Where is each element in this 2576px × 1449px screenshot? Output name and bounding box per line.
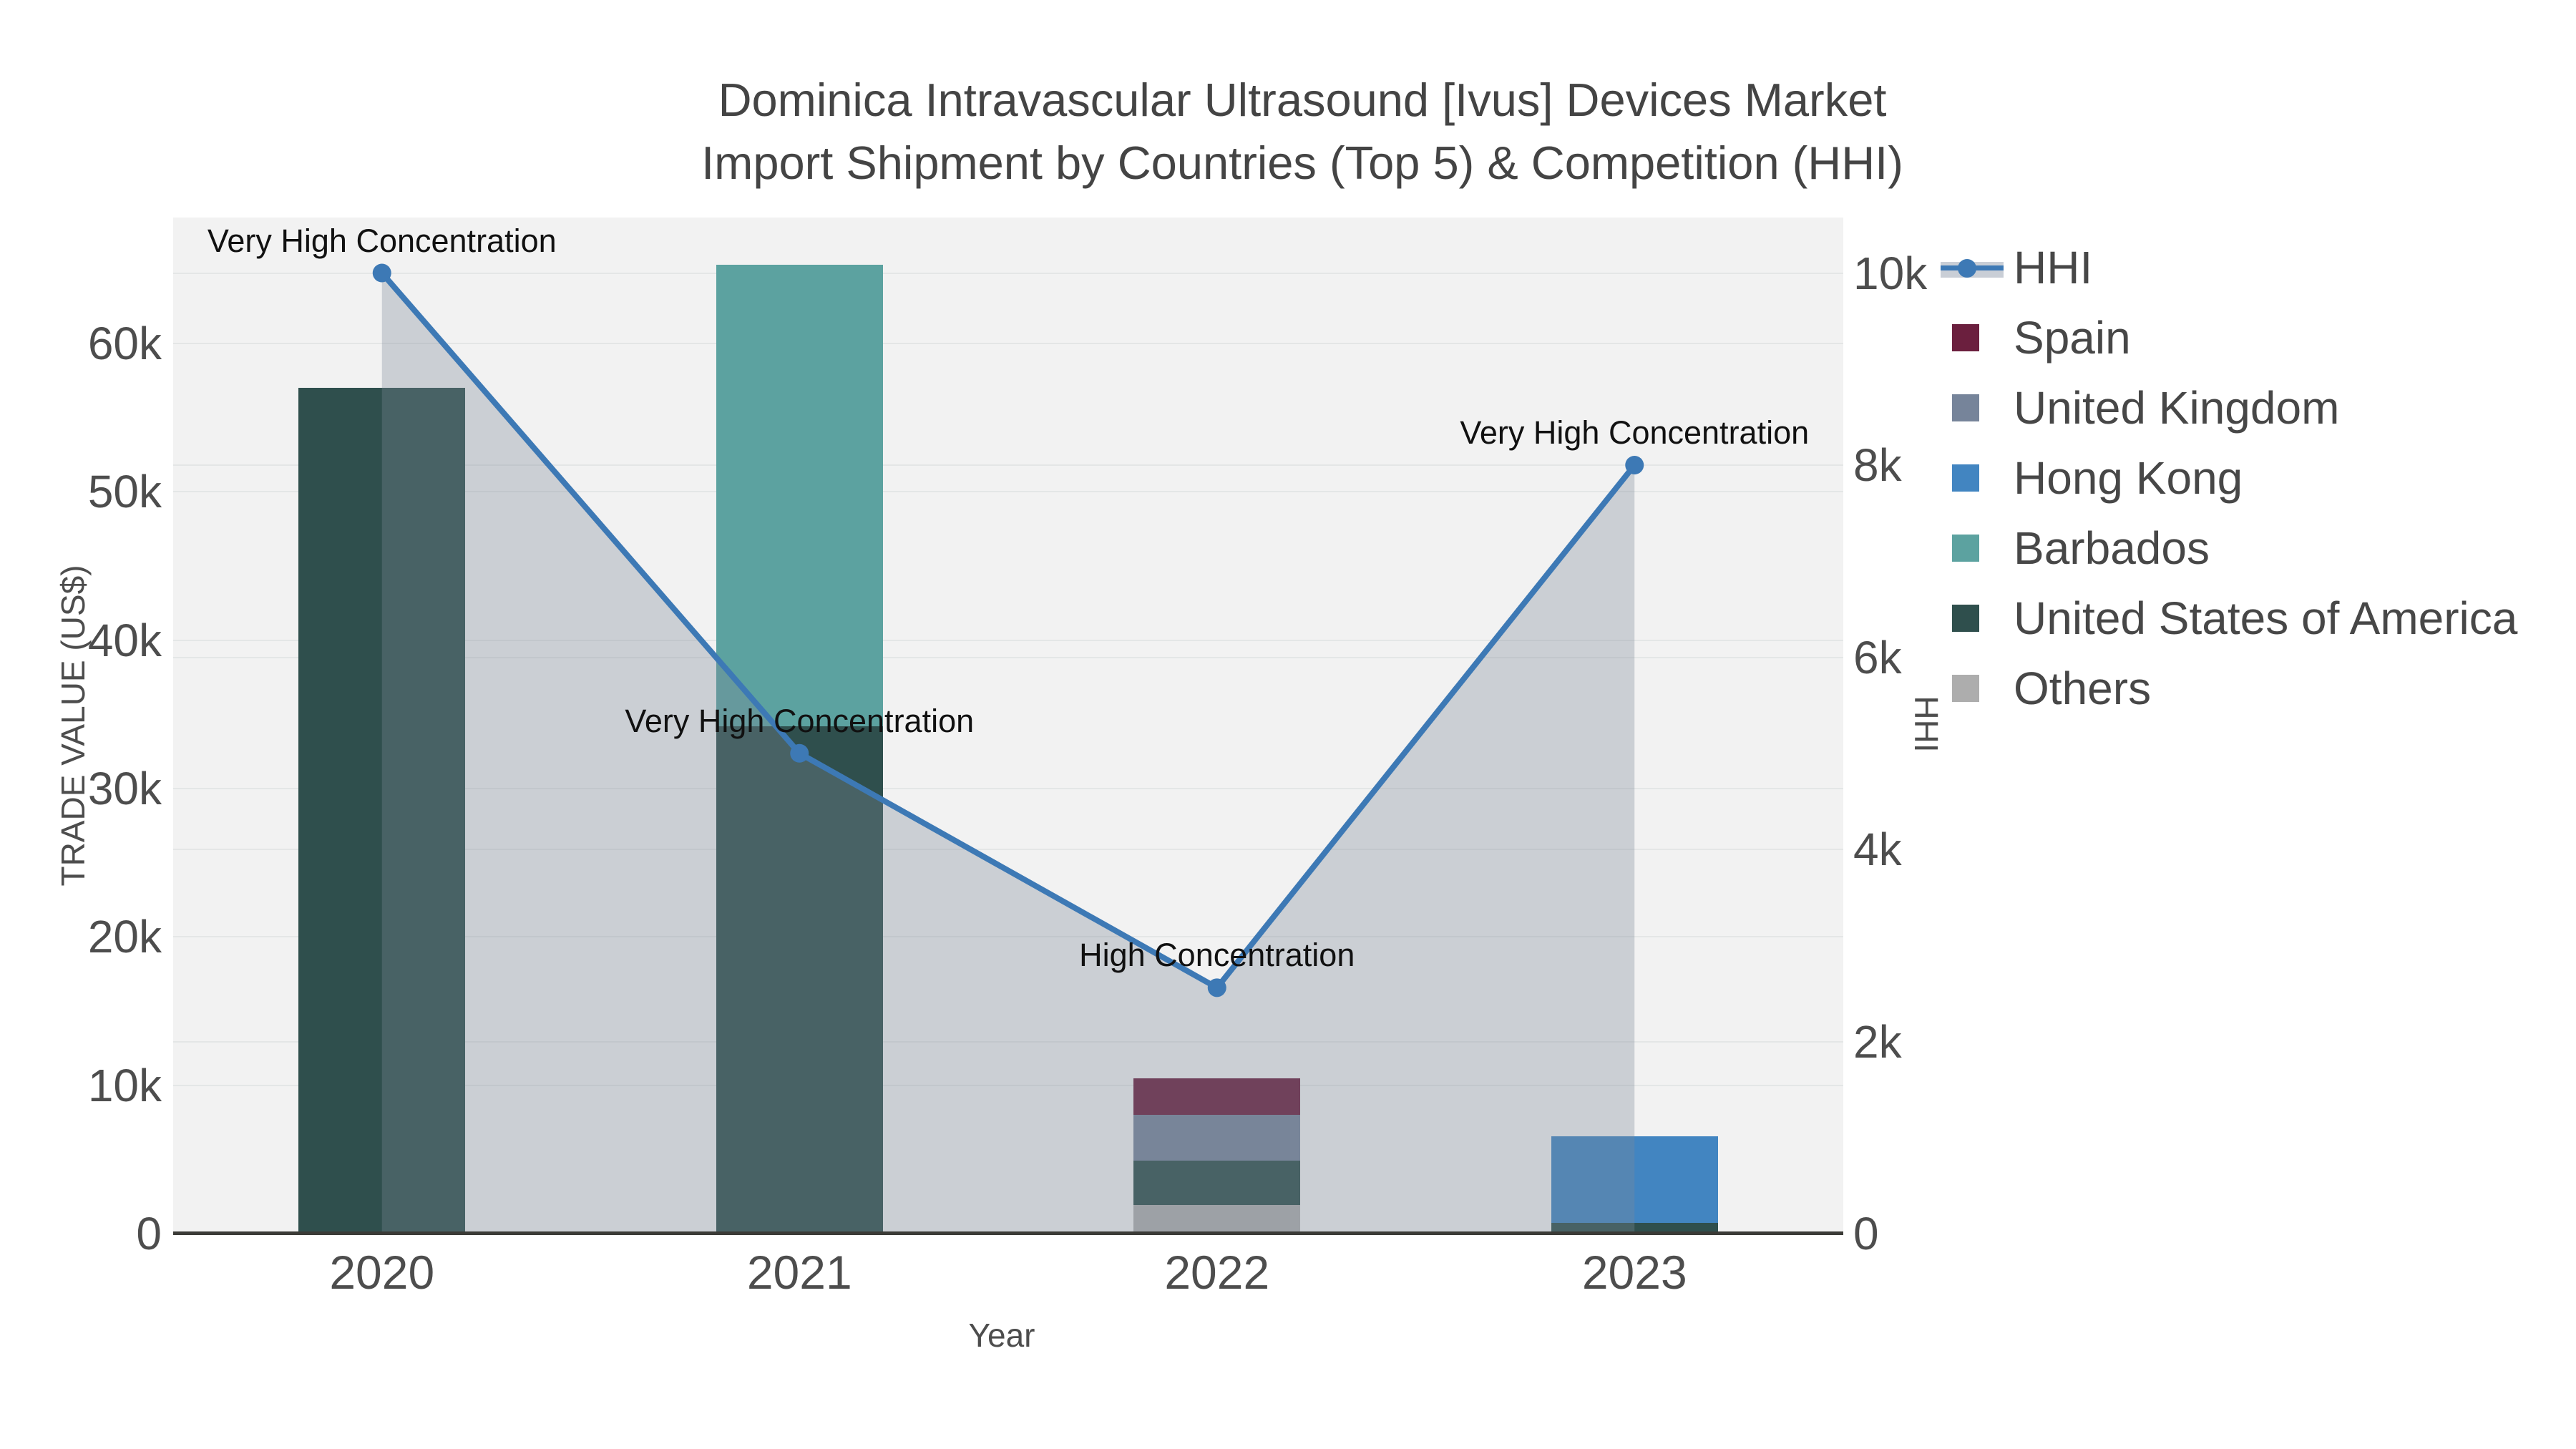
legend-item-united-kingdom[interactable]: United Kingdom <box>1941 381 2549 435</box>
bar-segment-2022-others[interactable] <box>1133 1204 1301 1234</box>
legend-label: Spain <box>2014 312 2131 364</box>
legend-swatch-hong-kong <box>1952 464 1979 492</box>
bar-segment-2023-united-states-of-america[interactable] <box>1551 1223 1718 1234</box>
annotation-2022: High Concentration <box>1079 937 1355 974</box>
hhi-line-swatch <box>1941 253 2004 282</box>
chart-title-line2: Import Shipment by Countries (Top 5) & C… <box>701 137 1903 189</box>
legend-label: Others <box>2014 663 2152 714</box>
annotation-2021: Very High Concentration <box>625 702 975 739</box>
legend-label: United States of America <box>2014 592 2518 644</box>
right-tick-6k: 6k <box>1853 631 1902 683</box>
right-axis-title: HHI <box>1908 696 1945 753</box>
legend-swatch-spain <box>1952 324 1979 351</box>
chart-title: Dominica Intravascular Ultrasound [Ivus]… <box>7 69 2576 195</box>
legend-item-others[interactable]: Others <box>1941 661 2549 716</box>
legend-label: United Kingdom <box>2014 382 2340 434</box>
right-tick-10k: 10k <box>1853 247 1928 299</box>
legend-item-hong-kong[interactable]: Hong Kong <box>1941 451 2549 505</box>
left-tick-30k: 30k <box>87 763 162 814</box>
left-axis-title: TRADE VALUE (US$) <box>54 565 92 887</box>
bar-segment-2022-united-kingdom[interactable] <box>1133 1115 1301 1161</box>
legend-label: HHI <box>2014 242 2093 293</box>
bar-segment-2020-united-states-of-america[interactable] <box>298 388 466 1234</box>
hhi-dot <box>1958 259 1976 278</box>
left-tick-40k: 40k <box>87 614 162 666</box>
legend-item-hhi[interactable]: HHI <box>1941 240 2549 295</box>
legend-label: Hong Kong <box>2014 452 2243 504</box>
legend-swatch-united-kingdom <box>1952 394 1979 421</box>
legend-item-spain[interactable]: Spain <box>1941 311 2549 365</box>
left-tick-50k: 50k <box>87 466 162 518</box>
hhi-marker-2021[interactable] <box>790 743 809 763</box>
legend-label: Barbados <box>2014 522 2210 574</box>
bar-segment-2021-barbados[interactable] <box>716 265 883 726</box>
legend-swatch-others <box>1952 675 1979 702</box>
left-tick-60k: 60k <box>87 318 162 369</box>
gridline <box>173 1040 1843 1043</box>
gridline <box>173 343 1843 344</box>
hhi-marker-2020[interactable] <box>372 263 391 283</box>
legend-item-barbados[interactable]: Barbados <box>1941 521 2549 575</box>
hhi-marker-2023[interactable] <box>1625 456 1644 474</box>
left-tick-10k: 10k <box>87 1059 162 1111</box>
bar-segment-2023-hong-kong[interactable] <box>1551 1136 1718 1224</box>
bar-segment-2021-united-states-of-america[interactable] <box>716 726 883 1234</box>
x-tick-2022: 2022 <box>1164 1246 1270 1299</box>
right-tick-0: 0 <box>1853 1208 1879 1259</box>
legend-swatch-united-states-of-america <box>1952 605 1979 632</box>
bar-segment-2022-spain[interactable] <box>1133 1078 1301 1116</box>
right-tick-8k: 8k <box>1853 439 1902 491</box>
right-tick-2k: 2k <box>1853 1015 1902 1068</box>
left-tick-20k: 20k <box>87 911 162 963</box>
bar-segment-2022-united-states-of-america[interactable] <box>1133 1161 1301 1205</box>
x-tick-2023: 2023 <box>1581 1246 1687 1299</box>
gridline <box>173 1084 1843 1086</box>
annotation-2023: Very High Concentration <box>1460 414 1810 451</box>
x-axis-line <box>173 1231 1843 1235</box>
annotation-2020: Very High Concentration <box>207 222 557 259</box>
chart-title-line1: Dominica Intravascular Ultrasound [Ivus]… <box>718 74 1887 126</box>
x-axis-title: Year <box>968 1317 1035 1354</box>
x-tick-2021: 2021 <box>746 1246 852 1299</box>
legend-swatch-barbados <box>1952 535 1979 562</box>
left-tick-0: 0 <box>136 1208 162 1259</box>
legend-item-united-states-of-america[interactable]: United States of America <box>1941 591 2549 645</box>
hhi-marker-2022[interactable] <box>1207 978 1226 997</box>
x-tick-2020: 2020 <box>329 1246 435 1299</box>
gridline <box>173 272 1843 274</box>
right-tick-4k: 4k <box>1853 824 1902 875</box>
